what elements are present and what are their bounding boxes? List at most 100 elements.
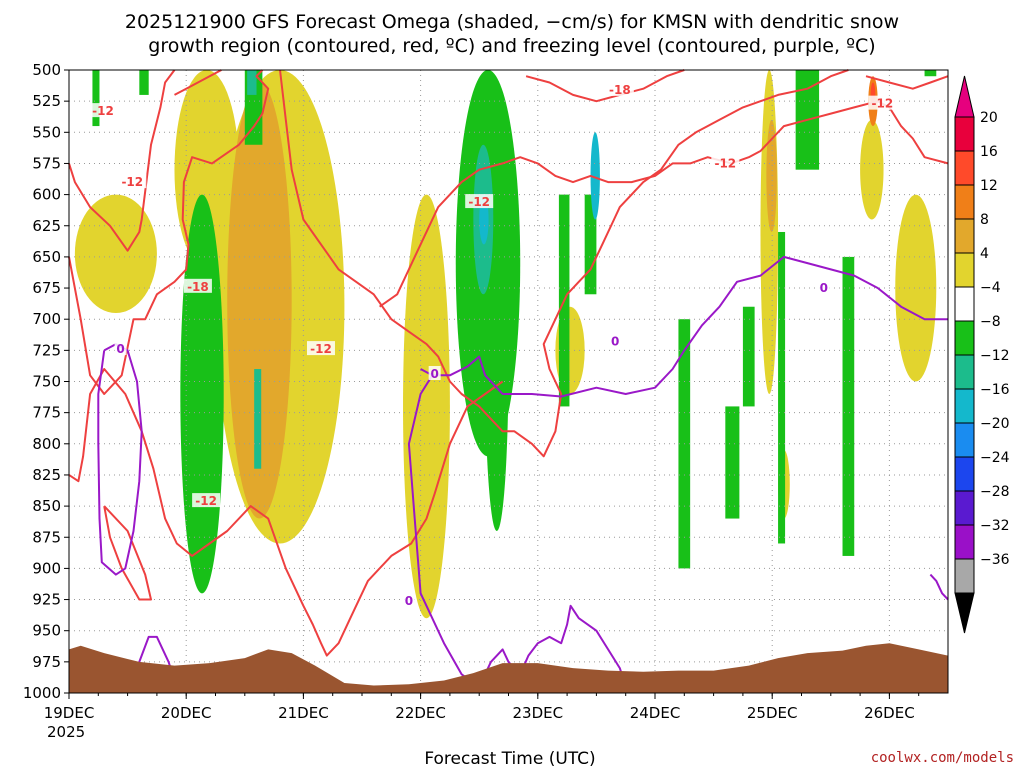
contour-label: 0 xyxy=(116,342,124,356)
omega-band xyxy=(778,231,786,544)
y-tick-label: 600 xyxy=(32,186,61,204)
y-tick-label: 650 xyxy=(32,248,61,266)
contour-label: 0 xyxy=(405,594,413,608)
y-tick-label: 675 xyxy=(32,279,61,297)
colorbar-segment xyxy=(954,218,975,254)
colorbar-label: 12 xyxy=(980,178,998,194)
colorbar-label: 8 xyxy=(980,212,989,228)
y-tick-label: 850 xyxy=(32,497,61,515)
y-tick-label: 800 xyxy=(32,435,61,453)
omega-band xyxy=(247,70,257,95)
x-tick-label: 26DEC xyxy=(864,704,915,722)
omega-band xyxy=(842,256,855,556)
y-tick-label: 750 xyxy=(32,373,61,391)
credit-text: coolwx.com/models xyxy=(871,750,1014,766)
y-tick-label: 550 xyxy=(32,123,61,141)
contour-label-bg xyxy=(306,341,335,356)
dgz-contour xyxy=(68,69,176,252)
colorbar-label: −8 xyxy=(980,314,1001,330)
omega-region xyxy=(766,119,777,232)
omega-band xyxy=(924,70,937,77)
y-tick-label: 1000 xyxy=(23,684,61,702)
colorbar-label: −16 xyxy=(980,382,1010,398)
x-axis-year: 2025 xyxy=(47,723,85,741)
colorbar-segment xyxy=(954,252,975,288)
colorbar-segment xyxy=(954,150,975,186)
chart-title-line1: 2025121900 GFS Forecast Omega (shaded, −… xyxy=(125,11,899,33)
contour-label-bg xyxy=(428,366,441,381)
contour-label: 0 xyxy=(820,281,828,295)
freezing-contour xyxy=(420,255,948,398)
omega-region xyxy=(860,119,884,220)
omega-band xyxy=(139,70,149,95)
colorbar-label: −24 xyxy=(980,450,1010,466)
contour-label: -12 xyxy=(468,195,490,209)
colorbar-label: −28 xyxy=(980,484,1010,500)
chart-title-line2: growth region (contoured, red, ºC) and f… xyxy=(148,35,875,57)
colorbar-label: −12 xyxy=(980,348,1010,364)
y-tick-label: 975 xyxy=(32,653,61,671)
x-tick-label: 23DEC xyxy=(513,704,564,722)
colorbar-segment xyxy=(954,286,975,322)
y-tick-label: 700 xyxy=(32,310,61,328)
dgz-contour xyxy=(279,69,849,458)
contour-label-bg xyxy=(183,278,212,293)
dgz-contour xyxy=(68,69,270,395)
contour-label-bg xyxy=(114,341,127,356)
contour-label: -12 xyxy=(714,156,736,170)
colorbar-label: 20 xyxy=(980,110,998,126)
contour-label-bg xyxy=(402,592,415,607)
colorbar-segment xyxy=(954,490,975,526)
dgz-contour xyxy=(68,368,504,657)
x-tick-label: 25DEC xyxy=(747,704,798,722)
y-tick-label: 575 xyxy=(32,154,61,172)
contour-label: -12 xyxy=(310,342,332,356)
colorbar-label: −4 xyxy=(980,280,1001,296)
freezing-contour xyxy=(929,573,949,601)
x-axis: 19DEC 20DEC 21DEC 22DEC 23DEC 24DEC 25DEC 26DEC xyxy=(44,693,920,722)
colorbar-segment xyxy=(954,184,975,220)
y-tick-label: 875 xyxy=(32,528,61,546)
contour-label-bg xyxy=(465,194,494,209)
y-tick-label: 775 xyxy=(32,404,61,422)
plot-area: -18 -12 -12 -18 -12 -12 -12 -12 -12 0 0 0 0 0 xyxy=(68,69,949,694)
colorbar-top-arrow xyxy=(954,75,975,118)
dgz-contour xyxy=(865,75,949,90)
contour-labels: -18 -12 -12 -18 -12 -12 -12 -12 -12 0 0 0 0 0 xyxy=(88,81,897,608)
y-tick-label: 925 xyxy=(32,591,61,609)
colorbar-segment xyxy=(954,388,975,424)
colorbar-segment xyxy=(954,116,975,152)
colorbar-segment xyxy=(954,524,975,560)
dendritic-growth-contours xyxy=(68,69,949,657)
y-axis: 500 525 550 575 600 625 650 675 700 725 750 775 800 8… xyxy=(23,61,69,702)
colorbar-segment xyxy=(954,558,975,594)
contour-label: -18 xyxy=(187,280,209,294)
contour-label: -12 xyxy=(872,97,894,111)
y-tick-label: 625 xyxy=(32,217,61,235)
y-tick-label: 825 xyxy=(32,466,61,484)
omega-shading xyxy=(74,69,937,619)
y-tick-label: 950 xyxy=(32,622,61,640)
y-tick-label: 725 xyxy=(32,341,61,359)
contour-label-bg xyxy=(605,81,634,96)
colorbar-legend: 20 16 12 8 4 −4 −8 −12 −16 −20 −24 −28 −32 −36 xyxy=(954,75,1010,634)
omega-band xyxy=(92,70,100,127)
colorbar-segment xyxy=(954,354,975,390)
x-tick-label: 21DEC xyxy=(278,704,329,722)
colorbar-bottom-arrow xyxy=(954,592,975,634)
colorbar-label: −32 xyxy=(980,518,1010,534)
contour-label: -12 xyxy=(121,175,143,189)
colorbar-segment xyxy=(954,422,975,458)
omega-region xyxy=(590,132,600,220)
contour-label: -12 xyxy=(195,494,217,508)
contour-label-bg xyxy=(711,155,740,170)
y-tick-label: 900 xyxy=(32,559,61,577)
omega-region xyxy=(895,194,937,382)
colorbar-label: 16 xyxy=(980,144,998,160)
colorbar-label: −36 xyxy=(980,552,1010,568)
y-tick-label: 525 xyxy=(32,92,61,110)
y-tick-label: 500 xyxy=(32,61,61,79)
omega-region xyxy=(227,82,292,519)
x-tick-label: 20DEC xyxy=(161,704,212,722)
